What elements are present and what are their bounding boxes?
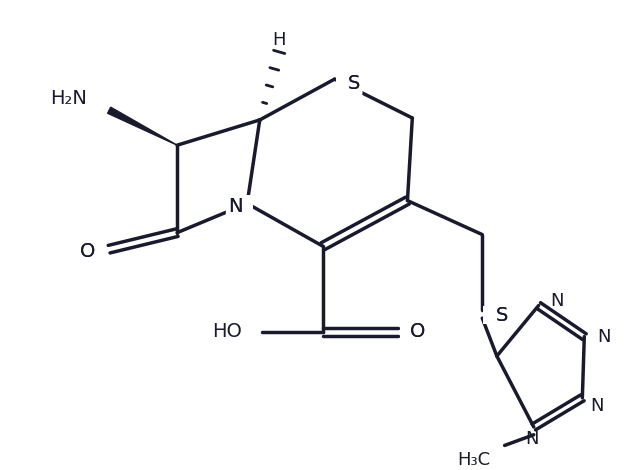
Text: S: S bbox=[348, 74, 360, 94]
Text: N: N bbox=[525, 430, 539, 447]
Text: H₂N: H₂N bbox=[50, 89, 87, 108]
Polygon shape bbox=[108, 107, 177, 145]
Bar bbox=[232, 195, 253, 212]
Bar bbox=[335, 75, 357, 93]
Text: O: O bbox=[80, 242, 95, 260]
Text: N: N bbox=[590, 397, 604, 415]
Text: H: H bbox=[273, 31, 286, 49]
Text: O: O bbox=[80, 242, 95, 260]
Text: S: S bbox=[496, 306, 508, 325]
Text: H₃C: H₃C bbox=[457, 451, 490, 469]
Text: N: N bbox=[228, 197, 243, 216]
Text: HO: HO bbox=[212, 322, 243, 341]
Text: S: S bbox=[348, 74, 360, 94]
Text: N: N bbox=[550, 292, 564, 310]
Text: N: N bbox=[597, 328, 611, 345]
Bar bbox=[483, 306, 504, 324]
Bar bbox=[399, 323, 419, 340]
Text: N: N bbox=[228, 197, 243, 216]
Text: O: O bbox=[410, 322, 425, 341]
Text: O: O bbox=[410, 322, 425, 341]
Text: S: S bbox=[496, 306, 508, 325]
Bar bbox=[86, 243, 105, 260]
